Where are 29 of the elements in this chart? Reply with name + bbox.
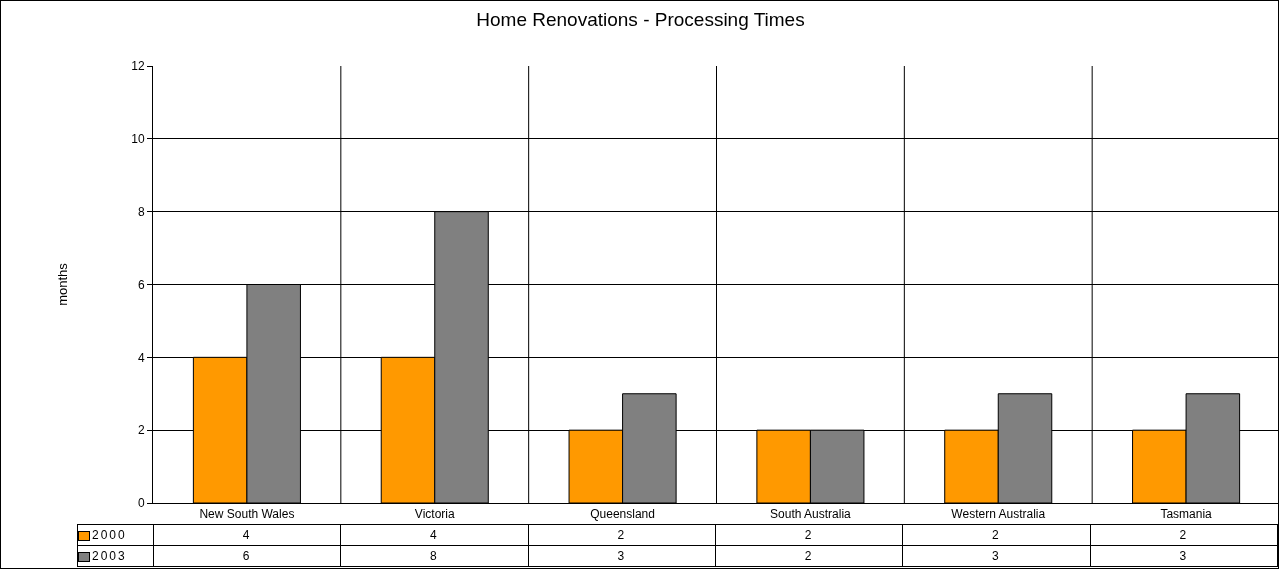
- y-tick-label: 2: [137, 423, 145, 438]
- data-label: 2: [715, 545, 903, 567]
- data-label: 3: [528, 545, 716, 567]
- data-label: 3: [902, 545, 1091, 567]
- data-label: 4: [153, 524, 341, 546]
- legend-label: 2003: [92, 549, 127, 563]
- data-label: 2: [528, 524, 716, 546]
- y-tick-label: 8: [137, 204, 145, 219]
- data-label: 6: [153, 545, 341, 567]
- y-tick-label: 10: [131, 132, 145, 147]
- y-axis-title: months: [55, 262, 71, 306]
- data-label: 2: [1090, 524, 1278, 546]
- y-tick-label: 4: [137, 350, 145, 365]
- x-tick-label: Tasmania: [1160, 507, 1213, 522]
- x-tick-label: Queensland: [590, 507, 655, 522]
- y-tick-label: 12: [131, 59, 145, 74]
- data-label: 4: [340, 524, 529, 546]
- x-tick-label: New South Wales: [199, 507, 295, 522]
- chart-title: Home Renovations - Processing Times: [476, 8, 805, 30]
- x-tick-label: Victoria: [414, 507, 455, 522]
- data-label: 2: [902, 524, 1091, 546]
- data-label: 8: [340, 545, 529, 567]
- data-label: 3: [1090, 545, 1278, 567]
- x-tick-label: South Australia: [770, 507, 852, 522]
- y-tick-label: 6: [137, 277, 145, 292]
- data-label: 2: [715, 524, 903, 546]
- x-tick-label: Western Australia: [951, 507, 1046, 522]
- legend-label: 2000: [92, 528, 127, 542]
- y-tick-label: 0: [137, 496, 145, 511]
